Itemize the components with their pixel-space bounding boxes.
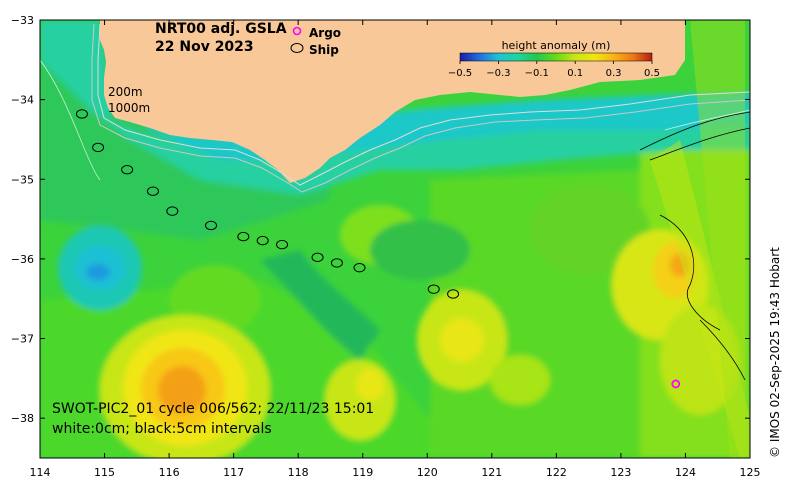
ship-position-marker: [121, 165, 134, 175]
ship-position-marker: [276, 239, 289, 250]
x-tick-label: 118: [288, 466, 309, 479]
colorbar-ramp: [459, 52, 653, 62]
contour-label-1000m: 1000m: [108, 101, 150, 115]
imos-credit: © IMOS 02-Sep-2025 19:43 Hobart: [768, 247, 782, 458]
swot-swath-inner: [650, 140, 750, 458]
x-axis: 114 115 116 117 118 119 120 121 122 123 124 125: [30, 20, 761, 479]
ship-position-marker: [237, 231, 250, 242]
ship-position-marker: [447, 289, 460, 299]
y-tick-label: −38: [11, 412, 34, 425]
x-tick-label: 117: [223, 466, 244, 479]
y-tick-label: −37: [11, 333, 34, 346]
map-title-line2: 22 Nov 2023: [155, 39, 254, 55]
ship-position-marker: [75, 109, 88, 119]
anomaly-field: [40, 20, 750, 458]
white-contours: [40, 59, 750, 181]
argo-legend-icon: [292, 26, 302, 36]
x-tick-label: 119: [352, 466, 373, 479]
colorbar-tick-label: −0.1: [525, 68, 549, 79]
ship-position-marker: [353, 262, 366, 273]
x-tick-label: 121: [481, 466, 502, 479]
ship-position-marker: [92, 142, 105, 153]
colorbar-tick-label: −0.3: [486, 68, 510, 79]
x-tick-label: 114: [30, 466, 51, 479]
y-tick-label: −33: [11, 14, 34, 27]
x-tick-label: 122: [546, 466, 567, 479]
contour-label-200m: 200m: [108, 85, 143, 99]
plot-frame: [39, 19, 751, 459]
y-tick-label: −36: [11, 253, 34, 266]
x-tick-label: 120: [417, 466, 438, 479]
argo-floats: [671, 379, 681, 389]
black-contours: [639, 111, 750, 381]
x-tick-label: 115: [94, 466, 115, 479]
y-axis: −33 −34 −35 −36 −37 −38: [11, 14, 750, 425]
colorbar-tick-label: 0.5: [644, 68, 660, 79]
y-tick-label: −34: [11, 94, 34, 107]
contour-200m: [97, 23, 750, 186]
ship-position-marker: [146, 186, 159, 196]
ship-position-marker: [311, 252, 324, 263]
contour-1000m: [91, 23, 750, 193]
colorbar-tick-label: 0.3: [606, 68, 622, 79]
map-title-line1: NRT00 adj. GSLA: [155, 21, 287, 37]
colorbar-tick-label: 0.1: [567, 68, 583, 79]
colorbar-tick-label: −0.5: [448, 68, 472, 79]
swot-info-line2: white:0cm; black:5cm intervals: [52, 421, 272, 437]
swot-swath-outer: [690, 20, 745, 458]
ship-legend-icon: [290, 43, 304, 53]
ship-position-marker: [166, 206, 179, 216]
colorbar: height anomaly (m) −0.5 −0.3 −0.1 0.1 0.3 0.5: [448, 39, 660, 79]
ship-track: [75, 109, 460, 299]
y-tick-label: −35: [11, 173, 34, 186]
argo-legend-label: Argo: [309, 26, 341, 40]
ship-position-marker: [330, 258, 343, 268]
ship-position-marker: [256, 235, 269, 246]
swot-info-line1: SWOT-PIC2_01 cycle 006/562; 22/11/23 15:…: [52, 401, 374, 417]
x-tick-label: 123: [610, 466, 631, 479]
x-tick-label: 116: [159, 466, 180, 479]
x-tick-label: 124: [675, 466, 696, 479]
ship-legend-label: Ship: [309, 43, 339, 57]
x-tick-label: 125: [740, 466, 761, 479]
argo-float-marker: [671, 379, 681, 389]
ship-position-marker: [205, 220, 218, 231]
ship-position-marker: [427, 284, 440, 294]
colorbar-title: height anomaly (m): [502, 39, 611, 52]
